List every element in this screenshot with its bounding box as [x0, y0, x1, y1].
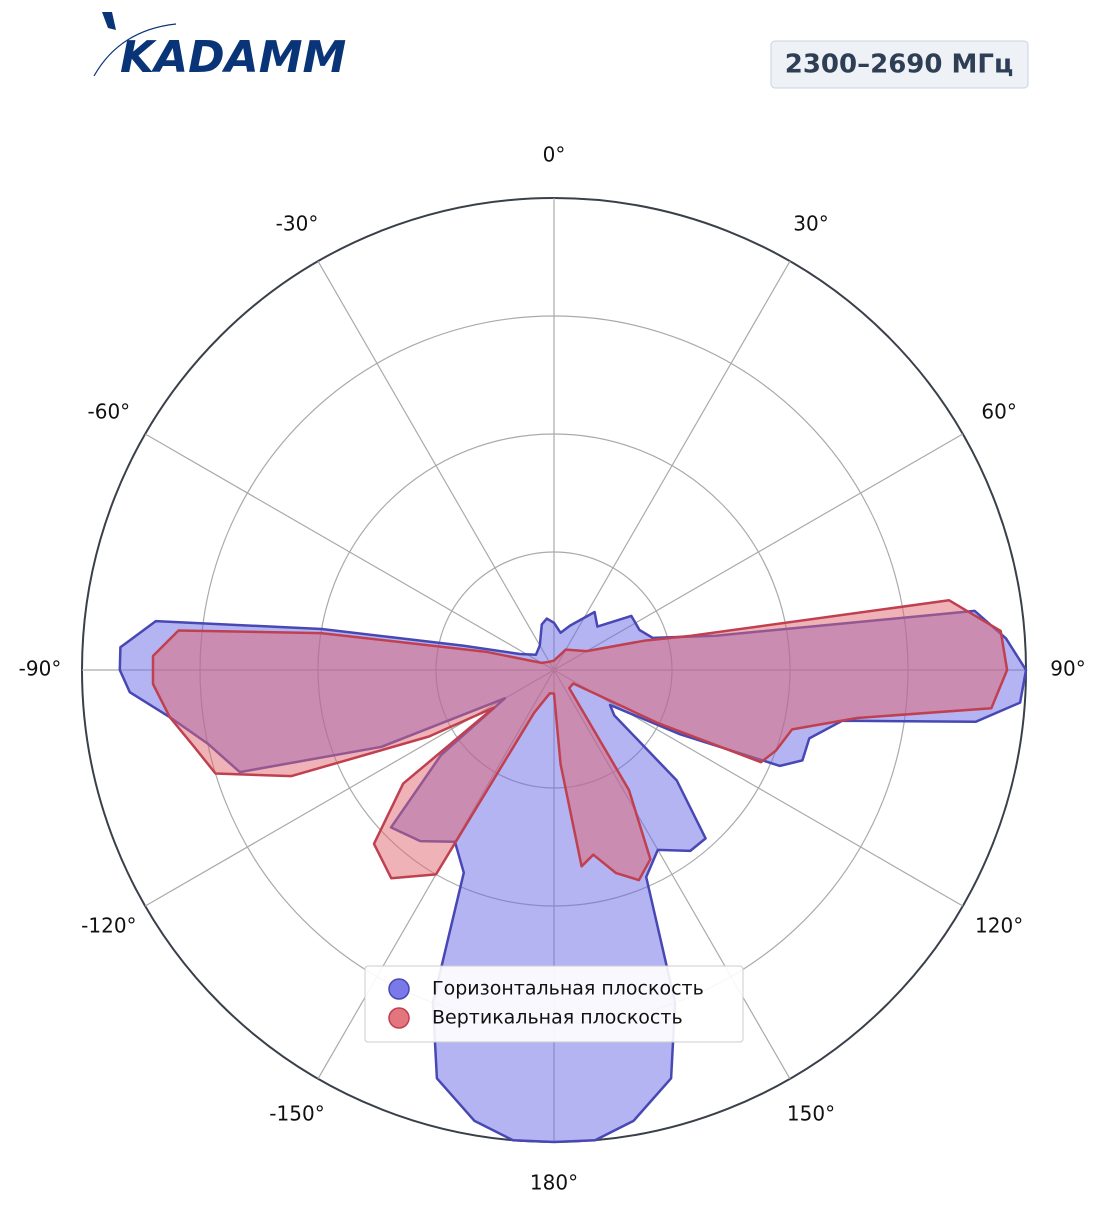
logo: KADAMM — [93, 12, 346, 83]
series-area — [151, 599, 1009, 882]
grid-spoke — [144, 433, 555, 671]
angle-label: 60° — [981, 400, 1016, 424]
legend-box — [364, 965, 744, 1043]
angle-label: -60° — [88, 400, 131, 424]
logo-text: KADAMM — [120, 32, 346, 83]
logo-arc — [93, 23, 177, 77]
legend: Горизонтальная плоскость Вертикальная пло… — [364, 965, 744, 1043]
angle-label: 0° — [543, 143, 566, 167]
angle-label: 90° — [1050, 657, 1085, 681]
legend-marker — [388, 978, 410, 1000]
angle-label: -90° — [19, 657, 62, 681]
plot: 0° 30° 60° 90° 120° 150° 180° -150° -120° -90° -60… — [19, 143, 1086, 1195]
legend-marker — [388, 1007, 410, 1029]
grid-spoke — [317, 260, 555, 671]
angle-label: -150° — [269, 1102, 324, 1126]
angle-label: 150° — [787, 1102, 835, 1126]
logo-mark — [102, 12, 116, 30]
angle-label: -120° — [81, 914, 136, 938]
angle-label: 120° — [975, 914, 1023, 938]
angle-label: 30° — [793, 211, 828, 235]
legend-label: Горизонтальная плоскость — [432, 978, 704, 1000]
badge-text: 2300–2690 МГц — [785, 50, 1014, 80]
angle-label: 180° — [530, 1171, 578, 1195]
angle-label: -30° — [276, 211, 319, 235]
grid-spoke — [553, 260, 791, 671]
badge — [770, 40, 1029, 89]
legend-label: Вертикальная плоскость — [432, 1007, 683, 1029]
